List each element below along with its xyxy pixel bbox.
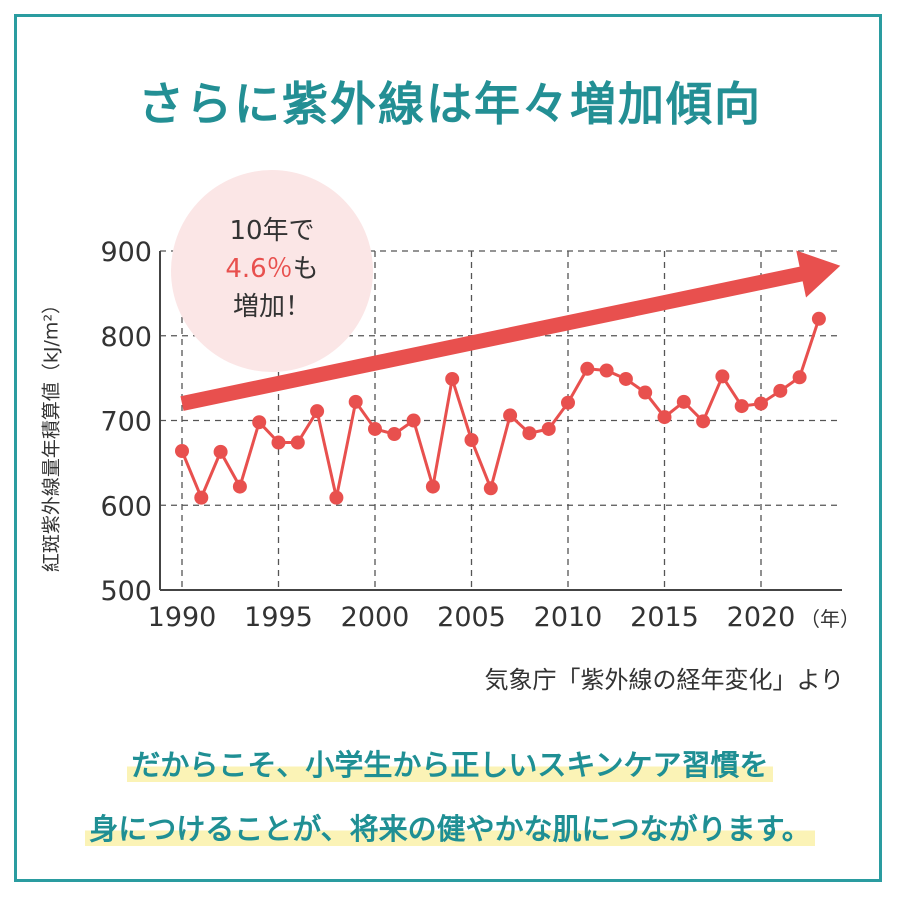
data-point: [290, 435, 305, 450]
y-tick-label: 800: [100, 322, 152, 353]
y-tick-label: 600: [100, 491, 152, 522]
data-point: [387, 427, 402, 442]
data-point: [715, 369, 730, 384]
data-point: [599, 363, 614, 378]
data-point: [348, 394, 363, 409]
y-tick-label: 700: [100, 407, 152, 438]
message-line1: だからこそ、小学生から正しいスキンケア習慣を: [0, 742, 900, 784]
message-line1-text: だからこそ、小学生から正しいスキンケア習慣を: [127, 748, 773, 782]
message-line2: 身につけることが、将来の健やかな肌につながります。: [0, 806, 900, 848]
data-point: [522, 426, 537, 441]
data-point: [175, 444, 189, 459]
data-point: [657, 410, 672, 425]
badge-line2: 4.6％も: [171, 250, 373, 288]
trend-arrow-shaft: [180, 264, 813, 411]
data-point: [464, 432, 479, 447]
data-point: [580, 361, 595, 376]
data-point: [676, 394, 691, 409]
data-point: [754, 396, 768, 411]
data-point: [792, 370, 807, 385]
y-tick-label: 500: [100, 576, 152, 607]
badge-highlight: 4.6％: [225, 254, 293, 284]
increase-badge: 10年で 4.6％も 増加！: [171, 170, 373, 372]
data-point: [232, 479, 247, 494]
data-point: [811, 311, 826, 326]
data-point: [445, 371, 460, 386]
data-point: [213, 444, 228, 459]
data-point: [696, 414, 711, 429]
data-point: [271, 435, 286, 450]
x-tick-label: 2010: [534, 602, 603, 633]
data-point: [503, 408, 518, 423]
source-note: 気象庁「紫外線の経年変化」より: [484, 666, 844, 694]
x-tick-label: 2020: [727, 602, 796, 633]
data-point: [194, 490, 209, 505]
data-point: [734, 399, 749, 414]
data-point: [368, 421, 382, 436]
x-tick-label: 2015: [630, 602, 699, 633]
badge-line1: 10年で: [229, 216, 315, 246]
data-point: [483, 481, 498, 496]
trend-arrow-head: [796, 250, 841, 298]
data-point: [329, 490, 344, 505]
frame-border: [14, 14, 882, 882]
data-point: [252, 415, 267, 430]
data-point: [425, 479, 440, 494]
data-point: [310, 404, 325, 419]
y-tick-label: 900: [100, 237, 152, 268]
data-point: [406, 413, 421, 428]
data-point: [561, 395, 575, 410]
x-tick-label: 2005: [437, 602, 506, 633]
data-point: [541, 421, 556, 436]
x-tick-label: 2000: [341, 602, 410, 633]
x-tick-label: 1990: [148, 602, 217, 633]
data-point: [638, 385, 653, 400]
x-unit-label: （年）: [800, 607, 860, 631]
data-point: [773, 383, 788, 398]
data-point: [618, 371, 633, 386]
x-tick-label: 1995: [244, 602, 313, 633]
message-line2-text: 身につけることが、将来の健やかな肌につながります。: [85, 812, 815, 846]
series-line: [180, 318, 821, 502]
badge-line2-suffix: も: [292, 254, 319, 284]
page-title: さらに紫外線は年々増加傾向: [138, 77, 762, 131]
badge-line3: 増加！: [232, 292, 311, 322]
